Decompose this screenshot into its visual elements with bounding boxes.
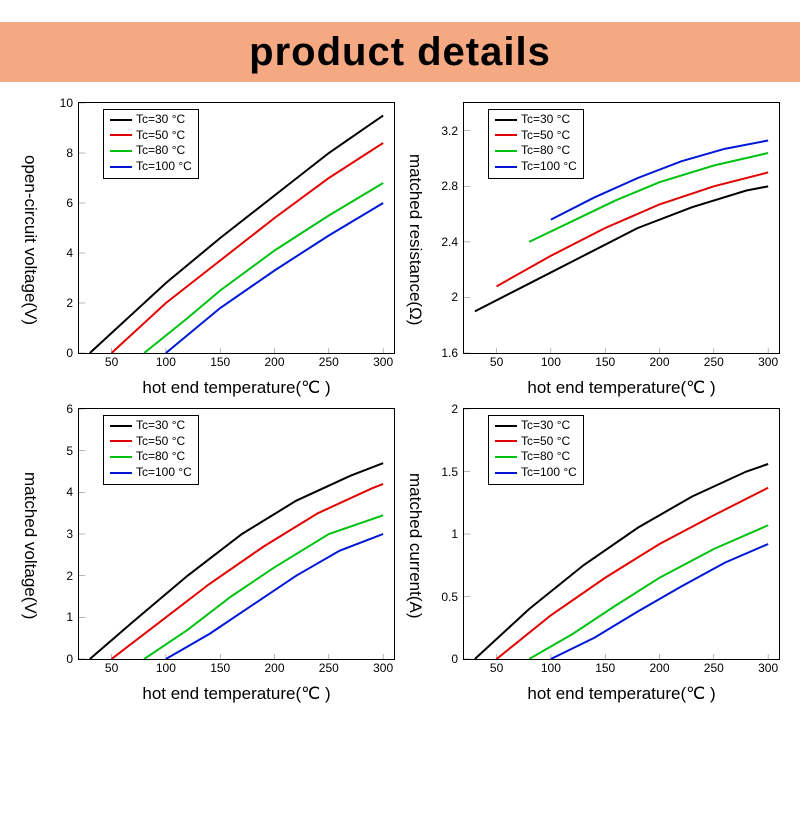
series-line <box>112 484 384 659</box>
legend-item: Tc=30 °C <box>110 418 192 434</box>
legend-label: Tc=80 °C <box>521 449 570 465</box>
legend-label: Tc=50 °C <box>521 434 570 450</box>
x-ticks: 50100150200250300 <box>79 661 394 677</box>
chart-panel: matched current(A)00.511.525010015020025… <box>405 408 780 704</box>
y-ticks: 0246810 <box>45 103 75 353</box>
legend-label: Tc=30 °C <box>521 112 570 128</box>
series-line <box>90 463 383 659</box>
plot-area: 012345650100150200250300Tc=30 °CTc=50 °C… <box>78 408 395 660</box>
legend-label: Tc=80 °C <box>521 143 570 159</box>
legend-swatch <box>110 119 132 121</box>
legend-swatch <box>495 440 517 442</box>
plot-area: 1.622.42.83.250100150200250300Tc=30 °CTc… <box>463 102 780 354</box>
chart-panel: matched resistance(Ω)1.622.42.83.2501001… <box>405 102 780 398</box>
chart-panel: matched voltage(V)0123456501001502002503… <box>20 408 395 704</box>
legend-label: Tc=100 °C <box>521 159 577 175</box>
x-ticks: 50100150200250300 <box>464 355 779 371</box>
legend-label: Tc=50 °C <box>136 128 185 144</box>
legend-item: Tc=100 °C <box>495 159 577 175</box>
legend-item: Tc=80 °C <box>495 449 577 465</box>
chart-panel: open-circuit voltage(V)02468105010015020… <box>20 102 395 398</box>
legend-swatch <box>495 166 517 168</box>
legend-item: Tc=100 °C <box>110 465 192 481</box>
legend-label: Tc=50 °C <box>136 434 185 450</box>
legend: Tc=30 °CTc=50 °CTc=80 °CTc=100 °C <box>488 109 584 179</box>
legend-item: Tc=100 °C <box>495 465 577 481</box>
x-axis-label: hot end temperature(℃ ) <box>463 374 780 398</box>
legend-swatch <box>495 472 517 474</box>
legend-swatch <box>495 456 517 458</box>
legend-swatch <box>110 425 132 427</box>
legend-item: Tc=30 °C <box>110 112 192 128</box>
x-ticks: 50100150200250300 <box>79 355 394 371</box>
legend-item: Tc=80 °C <box>495 143 577 159</box>
legend-label: Tc=30 °C <box>136 418 185 434</box>
legend-label: Tc=30 °C <box>136 112 185 128</box>
series-line <box>144 515 383 659</box>
series-line <box>551 544 768 659</box>
plot-area: 024681050100150200250300Tc=30 °CTc=50 °C… <box>78 102 395 354</box>
series-line <box>475 464 768 659</box>
y-axis-label: matched current(A) <box>405 408 427 704</box>
legend-item: Tc=50 °C <box>495 128 577 144</box>
page-title: product details <box>249 30 551 75</box>
legend-item: Tc=80 °C <box>110 449 192 465</box>
series-line <box>497 172 769 286</box>
legend-label: Tc=100 °C <box>136 159 192 175</box>
y-ticks: 0123456 <box>45 409 75 659</box>
legend-item: Tc=30 °C <box>495 418 577 434</box>
x-axis-label: hot end temperature(℃ ) <box>78 374 395 398</box>
legend-item: Tc=50 °C <box>110 434 192 450</box>
legend-label: Tc=50 °C <box>521 128 570 144</box>
series-line <box>529 525 768 659</box>
legend-item: Tc=50 °C <box>110 128 192 144</box>
legend-swatch <box>110 472 132 474</box>
y-ticks: 1.622.42.83.2 <box>430 103 460 353</box>
legend-label: Tc=80 °C <box>136 143 185 159</box>
chart-grid: open-circuit voltage(V)02468105010015020… <box>0 82 800 724</box>
y-axis-label: open-circuit voltage(V) <box>20 102 42 398</box>
legend-label: Tc=100 °C <box>136 465 192 481</box>
legend-label: Tc=100 °C <box>521 465 577 481</box>
legend-label: Tc=30 °C <box>521 418 570 434</box>
legend-swatch <box>110 440 132 442</box>
series-line <box>166 534 383 659</box>
legend: Tc=30 °CTc=50 °CTc=80 °CTc=100 °C <box>103 415 199 485</box>
legend: Tc=30 °CTc=50 °CTc=80 °CTc=100 °C <box>488 415 584 485</box>
y-ticks: 00.511.52 <box>430 409 460 659</box>
legend-swatch <box>495 425 517 427</box>
legend-swatch <box>110 150 132 152</box>
series-line <box>475 186 768 311</box>
series-line <box>144 183 383 353</box>
x-axis-label: hot end temperature(℃ ) <box>78 680 395 704</box>
y-axis-label: matched voltage(V) <box>20 408 42 704</box>
title-bar: product details <box>0 22 800 82</box>
series-line <box>497 488 769 659</box>
legend-swatch <box>495 119 517 121</box>
legend-swatch <box>110 166 132 168</box>
legend-swatch <box>110 134 132 136</box>
plot-area: 00.511.5250100150200250300Tc=30 °CTc=50 … <box>463 408 780 660</box>
legend-swatch <box>495 134 517 136</box>
legend-label: Tc=80 °C <box>136 449 185 465</box>
x-axis-label: hot end temperature(℃ ) <box>463 680 780 704</box>
legend-item: Tc=50 °C <box>495 434 577 450</box>
x-ticks: 50100150200250300 <box>464 661 779 677</box>
legend: Tc=30 °CTc=50 °CTc=80 °CTc=100 °C <box>103 109 199 179</box>
legend-item: Tc=80 °C <box>110 143 192 159</box>
y-axis-label: matched resistance(Ω) <box>405 102 427 398</box>
legend-item: Tc=100 °C <box>110 159 192 175</box>
legend-swatch <box>110 456 132 458</box>
legend-swatch <box>495 150 517 152</box>
legend-item: Tc=30 °C <box>495 112 577 128</box>
